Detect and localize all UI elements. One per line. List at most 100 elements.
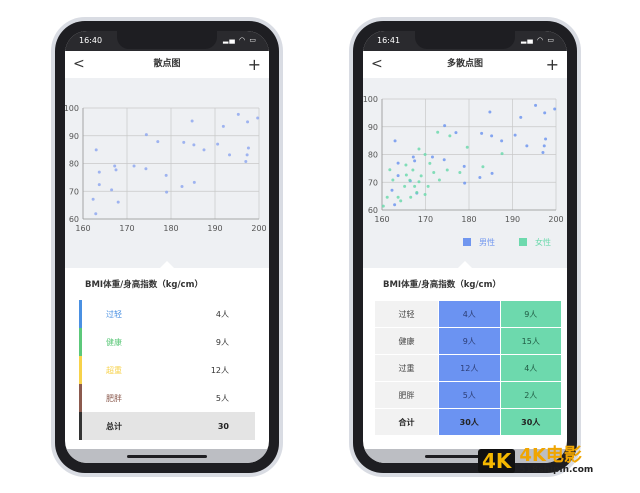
table-row: 肥胖 5人 2人 [374,381,562,409]
data-point-series-0 [182,140,186,144]
screen-left: 16:40 ▂▄ ◠ ▭ < 散点图 + 160 170 180 190 200 60 70… [65,31,269,463]
battery-icon: ▂▄ ◠ ▭ [521,36,555,44]
data-point-series-0 [164,173,168,177]
data-point-series-1 [381,204,385,208]
back-icon[interactable]: < [371,56,383,72]
data-point-series-0 [413,159,417,163]
list-item: 过轻 4人 [82,300,255,328]
y-tick-label: 80 [69,160,79,169]
phone-left: 16:40 ▂▄ ◠ ▭ < 散点图 + 160 170 180 190 200 60 70… [51,17,283,477]
cell-label: 健康 [374,327,439,355]
status-time: 16:41 [377,36,401,45]
data-point-series-1 [423,153,427,156]
item-label: 超重 [106,365,122,375]
data-point-series-0 [202,148,206,152]
item-value: 30 [217,421,229,431]
data-point-series-1 [436,130,440,134]
phone-right: 16:41 ▂▄ ◠ ▭ < 多散点图 + 160 170 180 190 200 60 7… [349,17,581,477]
data-point-series-1 [465,145,469,149]
data-point-series-0 [525,144,529,148]
section-title: BMI体重/身高指数（kg/cm） [383,280,501,290]
bmi-table: 过轻 4人 9人 健康 9人 15人 过重 12人 4人 肥胖 5人 2人 合计 30人 30人 [374,300,562,436]
color-bar [79,384,82,412]
data-point-series-0 [454,131,458,135]
x-tick-label: 180 [461,215,476,224]
data-point-series-0 [144,133,148,137]
back-icon[interactable]: < [73,56,85,72]
data-point-series-0 [442,158,446,162]
data-point-series-1 [411,168,415,172]
section-title: BMI体重/身高指数（kg/cm） [85,280,203,290]
legend-male-label: 男性 [479,238,495,247]
data-point-series-0 [443,124,447,128]
plus-icon[interactable]: + [545,55,559,74]
cell-female: 30人 [499,408,562,436]
plus-icon[interactable]: + [247,55,261,74]
nav-bar: < 散点图 + [65,51,269,78]
data-point-series-0 [245,153,249,157]
table-row: 过重 12人 4人 [374,354,562,382]
data-point-series-1 [391,178,395,182]
x-tick-label: 180 [163,224,178,233]
data-point-series-0 [97,170,101,174]
cell-label: 过轻 [374,300,439,328]
cell-male: 4人 [438,300,501,328]
data-point-series-1 [428,161,432,165]
x-tick-label: 200 [251,224,266,233]
cell-label: 肥胖 [374,381,439,409]
data-point-series-0 [393,203,397,207]
data-point-series-0 [396,174,400,178]
data-point-series-0 [490,134,494,138]
data-point-series-0 [490,171,494,175]
legend-female-label: 女性 [535,238,551,247]
data-point-series-0 [228,153,232,157]
y-tick-label: 90 [69,132,79,141]
home-indicator[interactable] [127,455,207,458]
item-label: 健康 [106,337,122,347]
multi-scatter-chart-area: 160 170 180 190 200 60 70 80 90 100 男性 女性 [363,78,567,268]
item-value: 5人 [215,393,229,403]
data-point-series-1 [481,165,485,169]
data-point-series-1 [388,168,392,172]
item-label: 过轻 [106,309,122,319]
battery-icon: ▂▄ ◠ ▭ [223,36,257,44]
y-tick-label: 80 [368,151,378,160]
cell-female: 9人 [499,300,562,328]
data-point-series-1 [413,184,417,188]
y-tick-label: 100 [65,104,79,113]
data-point-series-0 [478,176,482,180]
data-point-series-0 [463,181,467,185]
legend-male[interactable]: 男性 [463,237,495,248]
data-point-series-1 [396,195,400,199]
x-tick-label: 170 [418,215,433,224]
data-point-series-0 [544,137,548,141]
data-point-series-0 [94,212,98,216]
data-point-series-1 [408,178,412,182]
x-tick-label: 200 [548,215,563,224]
cell-male: 12人 [438,354,501,382]
data-point-series-0 [180,185,184,189]
table-row: 健康 9人 15人 [374,327,562,355]
color-bar [79,300,82,328]
data-point-series-0 [480,131,484,135]
screen-right: 16:41 ▂▄ ◠ ▭ < 多散点图 + 160 170 180 190 200 60 7… [363,31,567,463]
data-point-series-1 [432,171,436,175]
legend-female[interactable]: 女性 [519,237,551,248]
color-bar [79,356,82,384]
home-indicator[interactable] [425,455,505,458]
data-point-series-0 [192,180,196,184]
data-point-series-1 [409,195,413,199]
data-point-series-0 [462,164,466,168]
data-point-series-0 [411,155,415,159]
bmi-card: BMI体重/身高指数（kg/cm） 过轻 4人 9人 健康 9人 15人 过重 12人 4人 肥胖… [363,268,567,444]
data-point-series-0 [216,142,220,146]
watermark-logo: 4K 4K电影 518shipin.com [478,447,593,475]
y-tick-label: 60 [368,206,378,215]
data-point-series-1 [385,195,389,199]
scatter-chart-area: 160 170 180 190 200 60 70 80 90 100 [65,78,269,268]
list-item: 超重 12人 [82,356,255,384]
bmi-list: 过轻 4人 健康 9人 超重 12人 肥胖 5人 总计 30 [79,300,255,440]
status-bar: 16:41 ▂▄ ◠ ▭ [363,31,567,51]
data-point-series-0 [91,197,95,201]
multi-scatter-chart: 160 170 180 190 200 60 70 80 90 100 [363,95,564,224]
